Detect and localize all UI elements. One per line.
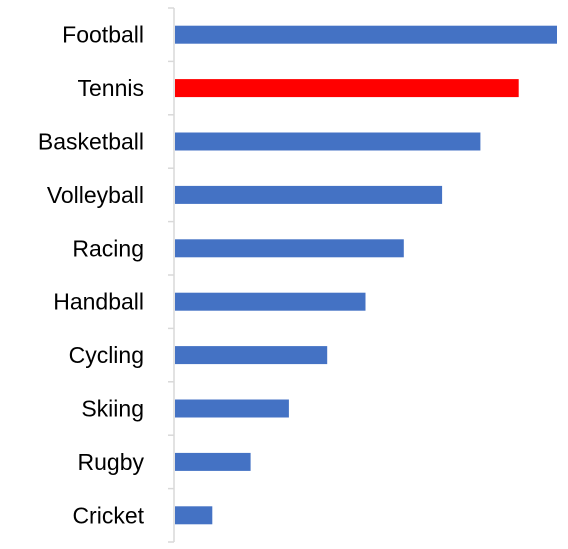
bar-volleyball — [175, 185, 443, 204]
category-label-handball: Handball — [53, 289, 144, 315]
axis-ticks-group — [168, 7, 174, 543]
category-labels-group: Football Tennis Basketball Volleyball Racing… — [38, 22, 145, 529]
bar-cricket — [175, 506, 213, 525]
category-label-tennis: Tennis — [78, 75, 144, 101]
category-label-rugby: Rugby — [78, 449, 145, 475]
category-label-cricket: Cricket — [72, 502, 144, 528]
category-label-racing: Racing — [72, 235, 144, 261]
bar-basketball — [175, 132, 481, 151]
category-label-basketball: Basketball — [38, 129, 144, 155]
bar-cycling — [175, 346, 328, 365]
bar-tennis — [175, 79, 519, 98]
bar-skiing — [175, 399, 289, 418]
bar-handball — [175, 292, 366, 311]
category-label-football: Football — [62, 22, 144, 48]
bars-group — [175, 25, 557, 525]
category-label-volleyball: Volleyball — [47, 182, 144, 208]
category-label-skiing: Skiing — [81, 396, 144, 422]
bar-football — [175, 25, 557, 44]
category-label-cycling: Cycling — [69, 342, 144, 368]
bar-racing — [175, 239, 404, 258]
bar-rugby — [175, 452, 251, 471]
